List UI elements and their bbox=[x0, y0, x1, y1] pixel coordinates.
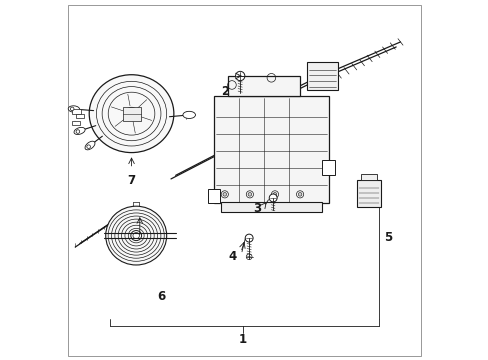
Circle shape bbox=[235, 71, 244, 81]
Bar bbox=[72, 121, 80, 125]
Text: 1: 1 bbox=[238, 333, 246, 346]
Text: 3: 3 bbox=[252, 202, 261, 215]
Bar bbox=[357, 180, 380, 207]
Ellipse shape bbox=[124, 107, 138, 120]
Ellipse shape bbox=[183, 111, 195, 118]
Bar bbox=[207, 189, 220, 203]
Circle shape bbox=[269, 194, 277, 202]
Bar bbox=[76, 114, 83, 118]
Ellipse shape bbox=[85, 141, 95, 150]
Circle shape bbox=[76, 130, 80, 133]
Ellipse shape bbox=[127, 110, 135, 117]
Bar bbox=[122, 107, 140, 121]
Bar bbox=[306, 62, 337, 90]
Bar bbox=[221, 202, 321, 212]
Circle shape bbox=[273, 193, 276, 196]
Circle shape bbox=[298, 193, 301, 196]
Ellipse shape bbox=[105, 206, 166, 265]
Bar bbox=[228, 76, 300, 96]
Bar bbox=[214, 96, 328, 203]
Bar bbox=[360, 174, 376, 180]
Bar bbox=[128, 109, 135, 113]
Ellipse shape bbox=[68, 106, 80, 112]
Circle shape bbox=[87, 145, 90, 148]
Ellipse shape bbox=[89, 75, 174, 153]
Text: 2: 2 bbox=[220, 85, 228, 98]
Ellipse shape bbox=[131, 230, 142, 240]
Ellipse shape bbox=[74, 127, 85, 135]
Text: 6: 6 bbox=[157, 290, 165, 303]
Bar bbox=[322, 160, 334, 175]
Circle shape bbox=[244, 234, 253, 242]
Bar bbox=[128, 115, 135, 118]
Circle shape bbox=[247, 193, 251, 196]
Bar bbox=[72, 109, 81, 114]
Text: 7: 7 bbox=[127, 174, 135, 187]
Circle shape bbox=[223, 193, 226, 196]
Circle shape bbox=[70, 107, 74, 111]
Text: 5: 5 bbox=[383, 231, 391, 244]
Text: 4: 4 bbox=[228, 249, 237, 262]
